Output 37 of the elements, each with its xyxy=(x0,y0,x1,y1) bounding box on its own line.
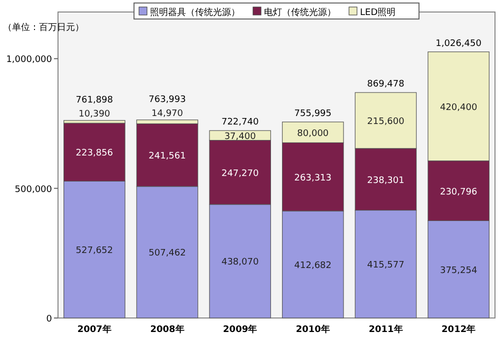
total-label: 869,478 xyxy=(367,80,405,90)
total-label: 763,993 xyxy=(148,94,186,105)
data-label: 507,462 xyxy=(148,248,186,259)
total-label: 722,740 xyxy=(221,118,259,128)
data-label: 230,796 xyxy=(440,187,478,198)
data-label: 527,652 xyxy=(76,246,114,256)
data-label: 80,000 xyxy=(297,128,329,139)
data-label: 37,400 xyxy=(224,132,256,142)
total-label: 761,898 xyxy=(76,95,114,106)
data-label: 420,400 xyxy=(440,102,478,113)
data-label: 438,070 xyxy=(221,258,259,268)
legend-label: 电灯（传统光源） xyxy=(264,7,336,18)
data-label: 14,970 xyxy=(152,108,184,119)
x-tick-label: 2008年 xyxy=(150,324,184,335)
data-label: 412,682 xyxy=(294,260,332,271)
y-tick-label: 1,000,000 xyxy=(6,55,52,66)
y-tick-label: 0 xyxy=(46,314,52,324)
legend-label: 照明器具（传统光源） xyxy=(150,7,240,18)
x-tick-label: 2011年 xyxy=(368,324,403,335)
data-label: 215,600 xyxy=(367,116,405,127)
y-axis-title: （单位：百万日元） xyxy=(3,22,84,33)
y-tick-label: 500,000 xyxy=(14,184,52,195)
data-label: 247,270 xyxy=(221,168,259,179)
data-label: 241,561 xyxy=(148,152,186,162)
x-tick-label: 2010年 xyxy=(296,324,330,335)
data-label: 375,254 xyxy=(440,266,478,276)
x-tick-label: 2007年 xyxy=(77,324,112,335)
data-label: 263,313 xyxy=(294,173,332,184)
data-label: 238,301 xyxy=(367,176,404,186)
x-tick-label: 2009年 xyxy=(223,324,258,335)
data-label: 10,390 xyxy=(78,109,110,120)
total-label: 1,026,450 xyxy=(436,38,482,49)
data-label: 223,856 xyxy=(76,148,114,159)
total-label: 755,995 xyxy=(294,108,332,119)
data-label: 415,577 xyxy=(367,260,404,271)
x-tick-label: 2012年 xyxy=(442,324,476,335)
legend-label: LED照明 xyxy=(360,7,396,18)
